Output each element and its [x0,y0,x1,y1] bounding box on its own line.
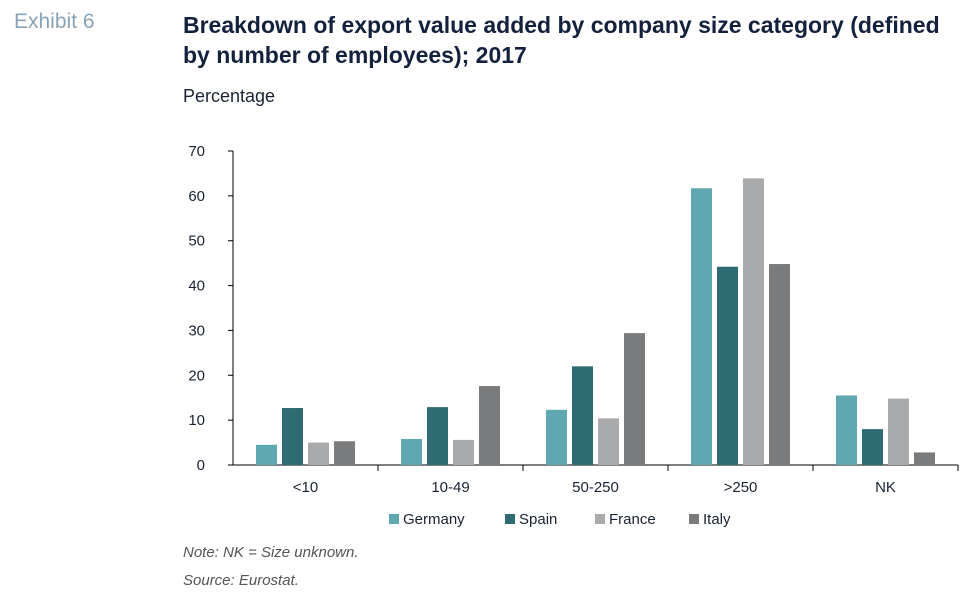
legend-label-germany: Germany [403,511,465,528]
bar-germany-2 [546,409,567,465]
y-tick-label: 20 [188,367,205,384]
x-tick-label: NK [875,479,896,496]
bar-spain-2 [572,366,593,465]
legend-swatch-france [595,514,605,524]
bar-italy-4 [914,452,935,465]
bar-france-2 [598,418,619,465]
y-tick-label: 50 [188,233,205,250]
bar-france-1 [453,439,474,465]
bar-italy-3 [769,264,790,465]
bar-germany-0 [256,444,277,465]
footnote: Note: NK = Size unknown. [183,544,359,561]
legend-swatch-italy [689,514,699,524]
bar-france-3 [743,178,764,465]
bar-italy-2 [624,333,645,465]
y-tick-label: 10 [188,412,205,429]
y-tick-label: 70 [188,143,205,160]
bar-italy-1 [479,386,500,465]
bar-spain-0 [282,408,303,465]
legend-swatch-spain [505,514,515,524]
legend-swatch-germany [389,514,399,524]
x-tick-label: <10 [293,479,318,496]
bar-spain-1 [427,407,448,465]
y-tick-label: 30 [188,322,205,339]
exhibit-label: Exhibit 6 [14,10,95,33]
y-tick-label: 40 [188,278,205,295]
bar-germany-4 [836,395,857,465]
legend-label-spain: Spain [519,511,557,528]
legend-label-italy: Italy [703,511,731,528]
source-note: Source: Eurostat. [183,572,299,589]
x-tick-label: >250 [724,479,758,496]
chart-title: Breakdown of export value added by compa… [183,12,940,68]
bar-italy-0 [334,441,355,465]
x-tick-label: 10-49 [431,479,469,496]
bar-spain-3 [717,266,738,465]
bar-france-0 [308,442,329,465]
y-tick-label: 60 [188,188,205,205]
bar-chart: 0 10 20 30 40 50 60 70 <10 10-49 50-250 >250 NK Germa… [188,143,959,528]
bar-spain-4 [862,429,883,465]
legend-label-france: France [609,511,656,528]
bar-germany-3 [691,188,712,465]
chart-subtitle: Percentage [183,86,276,106]
bar-germany-1 [401,438,422,465]
y-tick-label: 0 [197,457,205,474]
x-tick-label: 50-250 [572,479,619,496]
bar-france-4 [888,398,909,465]
